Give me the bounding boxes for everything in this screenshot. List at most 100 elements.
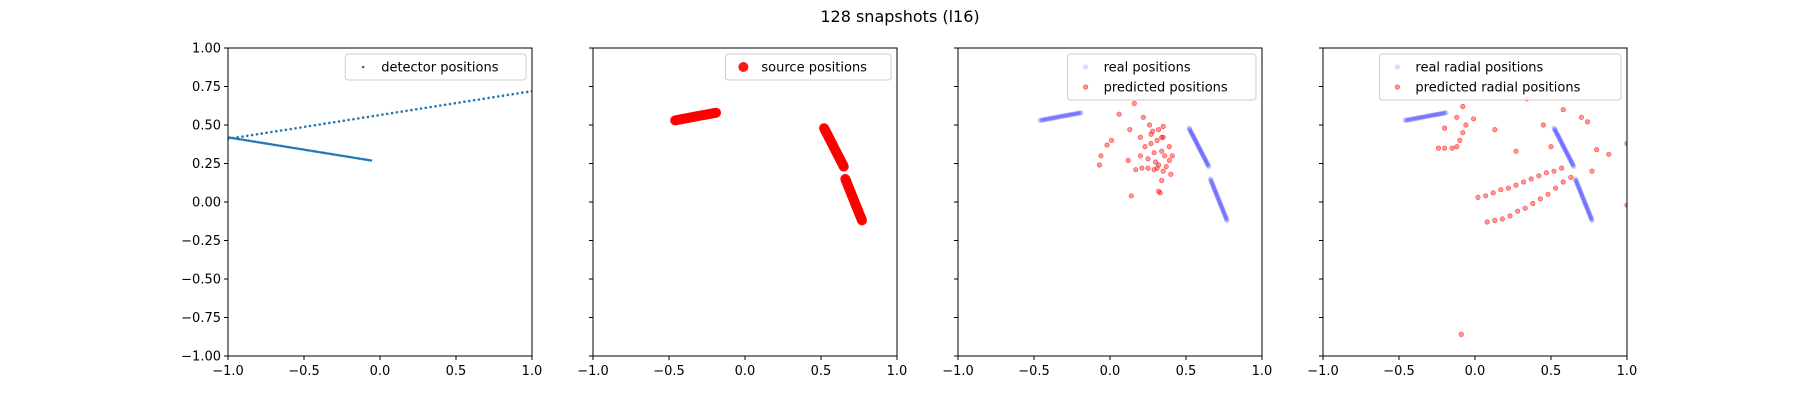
data-point (1154, 137, 1160, 143)
data-point (1190, 133, 1196, 139)
legend-box (344, 53, 527, 81)
data-point (1558, 138, 1564, 145)
data-point (1429, 112, 1435, 118)
data-point (1208, 179, 1215, 185)
data-point (1214, 192, 1220, 198)
data-point (1589, 217, 1595, 224)
data-point (328, 121, 331, 125)
data-point (487, 96, 490, 100)
data-point (1222, 213, 1228, 219)
data-point (1074, 110, 1080, 117)
series-predicted (1435, 96, 1627, 337)
data-point (1223, 215, 1229, 222)
data-point (1104, 142, 1110, 148)
data-point (1157, 190, 1163, 196)
data-point (1582, 199, 1588, 205)
data-point (1564, 151, 1570, 157)
data-point (376, 114, 379, 117)
data-point (1043, 116, 1049, 122)
data-point (250, 133, 254, 137)
data-point (1580, 195, 1586, 201)
data-point (1562, 146, 1568, 152)
data-point (319, 151, 323, 154)
data-point (1583, 203, 1589, 209)
data-point (297, 147, 300, 150)
data-point (1146, 122, 1153, 128)
data-point (448, 102, 452, 106)
data-point (1577, 187, 1583, 194)
data-point (1219, 206, 1225, 212)
data-point (1559, 165, 1565, 171)
data-point (1563, 148, 1569, 154)
data-point (1558, 139, 1564, 145)
data-point (1072, 111, 1078, 117)
data-point (1045, 116, 1052, 122)
data-point (1588, 215, 1594, 221)
data-point (1431, 112, 1438, 118)
data-point (511, 92, 514, 96)
x-tick-label: 0.5 (446, 364, 467, 379)
data-point (1410, 116, 1417, 122)
data-point (342, 154, 346, 158)
data-point (1193, 139, 1199, 145)
data-point (1584, 119, 1591, 125)
data-point (1515, 208, 1521, 214)
data-point (1222, 214, 1229, 220)
data-point (1188, 130, 1194, 136)
data-point (1409, 116, 1415, 122)
data-point (256, 140, 259, 144)
data-point (1552, 128, 1558, 134)
data-point (1425, 113, 1431, 119)
data-point (1215, 196, 1222, 202)
data-point (1554, 130, 1560, 137)
data-point (292, 146, 296, 150)
data-point (255, 133, 259, 136)
data-point (1218, 203, 1224, 209)
data-point (249, 139, 252, 143)
data-point (253, 140, 257, 143)
legend: source positions (724, 53, 892, 81)
data-point (1575, 184, 1581, 190)
data-point (1442, 145, 1448, 151)
data-point (1569, 161, 1575, 167)
data-point (405, 109, 408, 113)
data-point (1454, 114, 1460, 120)
data-point (1578, 114, 1585, 120)
legend-marker (361, 65, 365, 69)
data-point (1214, 193, 1220, 199)
legend-label: real radial positions (1415, 61, 1543, 76)
data-point (1563, 149, 1569, 155)
data-point (285, 145, 289, 149)
data-point (1212, 186, 1218, 193)
data-point (1037, 117, 1043, 123)
data-point (1137, 153, 1144, 159)
data-point (284, 128, 288, 132)
data-point (1044, 116, 1050, 122)
data-point (1434, 111, 1440, 118)
data-point (1584, 206, 1590, 212)
data-point (1435, 145, 1442, 151)
plot-area (1037, 100, 1230, 224)
data-point (1145, 156, 1151, 162)
data-point (1441, 110, 1447, 116)
data-point (1583, 202, 1589, 208)
data-point (1191, 135, 1197, 141)
data-point (1408, 116, 1414, 122)
data-point (1569, 160, 1575, 166)
legend-box (1067, 53, 1257, 101)
data-point (1553, 130, 1559, 136)
data-point (1484, 219, 1490, 225)
data-point (1133, 167, 1139, 173)
data-point (1203, 157, 1209, 163)
data-point (1420, 114, 1426, 120)
x-tick-label: 1.0 (1617, 364, 1638, 379)
data-point (1047, 116, 1053, 122)
data-point (1051, 115, 1057, 121)
data-point (244, 139, 248, 142)
data-point (340, 154, 343, 157)
y-tick-label: 0.75 (192, 80, 221, 95)
data-point (410, 108, 413, 112)
data-point (1507, 213, 1513, 219)
data-point (1582, 201, 1588, 207)
data-point (283, 145, 287, 148)
